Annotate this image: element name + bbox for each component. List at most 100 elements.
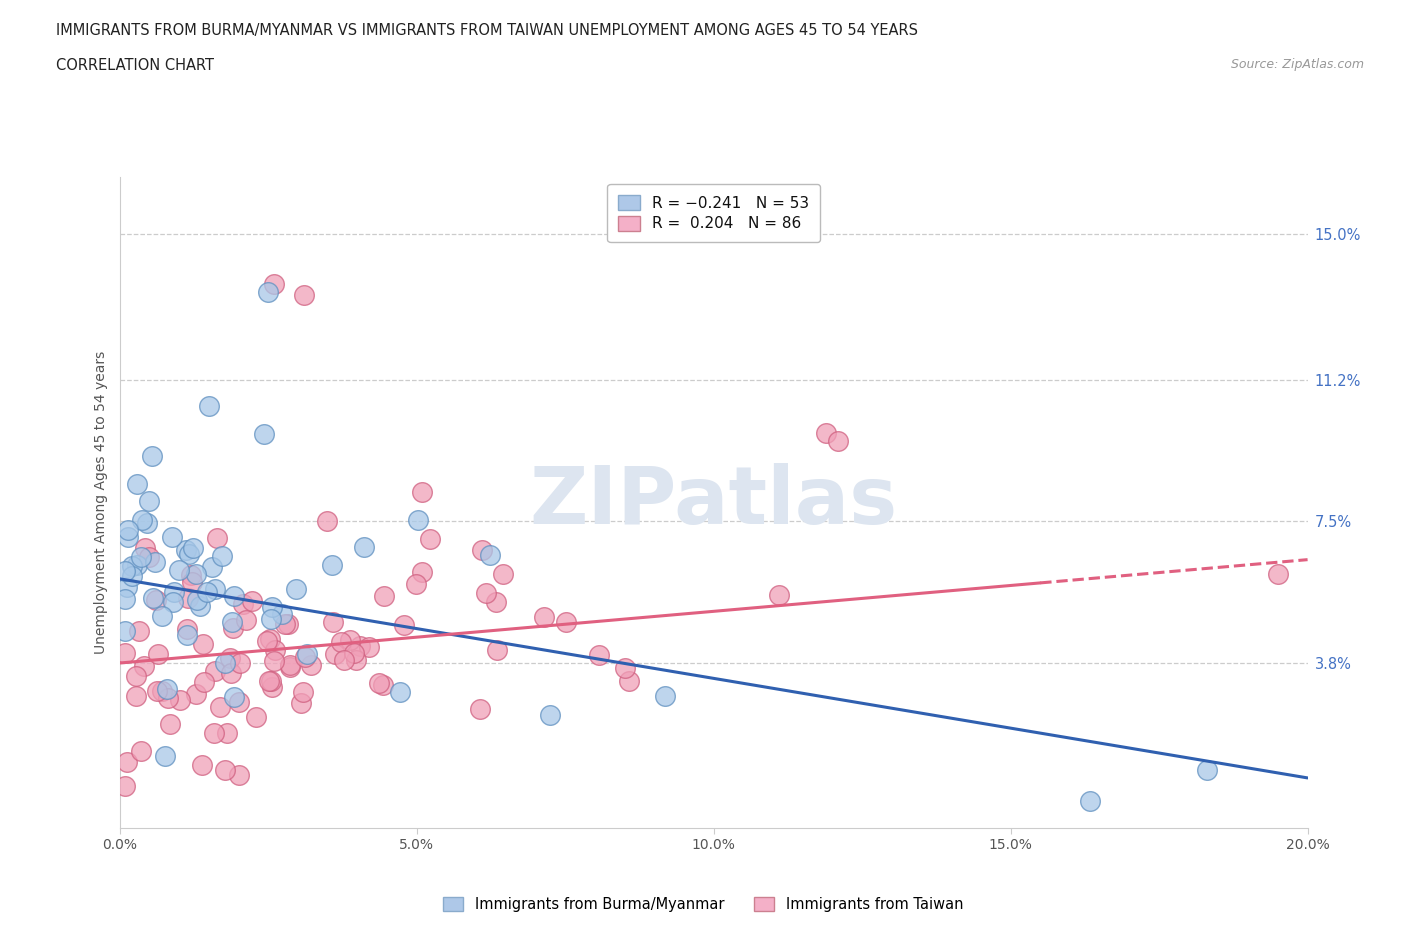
Point: [156, 690, 179, 705]
Point: [159, 717, 181, 732]
Point: [115, 580, 138, 595]
Point: [117, 523, 139, 538]
Point: [1078, 793, 1101, 808]
Point: [204, 581, 226, 596]
Point: [470, 701, 492, 716]
Point: [263, 643, 285, 658]
Point: [588, 647, 610, 662]
Point: [162, 529, 184, 544]
Point: [176, 628, 198, 643]
Point: [193, 674, 215, 689]
Point: [321, 557, 343, 572]
Point: [273, 617, 295, 631]
Point: [538, 708, 561, 723]
Point: [367, 676, 389, 691]
Point: [260, 611, 283, 626]
Point: [128, 623, 150, 638]
Point: [115, 754, 138, 769]
Point: [214, 656, 236, 671]
Point: [114, 623, 136, 638]
Point: [215, 725, 238, 740]
Point: [125, 477, 148, 492]
Point: [163, 584, 186, 599]
Point: [245, 710, 267, 724]
Point: [479, 548, 502, 563]
Point: [191, 636, 214, 651]
Point: [533, 609, 555, 624]
Point: [221, 615, 243, 630]
Point: [555, 615, 578, 630]
Point: [228, 768, 250, 783]
Point: [389, 685, 412, 700]
Point: [235, 612, 257, 627]
Point: [343, 645, 366, 660]
Point: [329, 634, 352, 649]
Point: [224, 689, 246, 704]
Point: [114, 645, 136, 660]
Point: [142, 591, 165, 605]
Point: [411, 565, 433, 579]
Point: [291, 684, 314, 699]
Legend: R = −0.241   N = 53, R =  0.204   N = 86: R = −0.241 N = 53, R = 0.204 N = 86: [607, 184, 820, 242]
Point: [201, 559, 224, 574]
Point: [257, 673, 280, 688]
Point: [1195, 763, 1218, 777]
Point: [256, 634, 278, 649]
Point: [815, 426, 838, 441]
Legend: Immigrants from Burma/Myanmar, Immigrants from Taiwan: Immigrants from Burma/Myanmar, Immigrant…: [437, 891, 969, 918]
Point: [190, 599, 212, 614]
Point: [228, 694, 250, 709]
Point: [263, 654, 285, 669]
Point: [208, 699, 231, 714]
Point: [121, 568, 143, 583]
Point: [259, 631, 281, 646]
Point: [349, 638, 371, 653]
Point: [143, 554, 166, 569]
Point: [205, 531, 228, 546]
Point: [419, 532, 441, 547]
Point: [125, 669, 148, 684]
Point: [222, 620, 245, 635]
Point: [353, 539, 375, 554]
Point: [150, 608, 173, 623]
Point: [617, 674, 640, 689]
Point: [150, 684, 173, 698]
Point: [134, 540, 156, 555]
Point: [294, 649, 316, 664]
Point: [162, 594, 184, 609]
Point: [156, 682, 179, 697]
Point: [339, 632, 361, 647]
Point: [153, 749, 176, 764]
Point: [181, 575, 204, 590]
Text: CORRELATION CHART: CORRELATION CHART: [56, 58, 214, 73]
Text: ZIPatlas: ZIPatlas: [530, 463, 897, 541]
Point: [229, 656, 252, 671]
Point: [827, 433, 849, 448]
Point: [1267, 567, 1289, 582]
Point: [262, 600, 284, 615]
Point: [181, 540, 204, 555]
Point: [485, 643, 508, 658]
Point: [127, 557, 149, 572]
Point: [373, 589, 395, 604]
Point: [373, 677, 395, 692]
Point: [129, 743, 152, 758]
Point: [285, 581, 308, 596]
Point: [114, 591, 136, 606]
Point: [406, 512, 429, 527]
Point: [392, 618, 415, 632]
Point: [405, 577, 427, 591]
Text: IMMIGRANTS FROM BURMA/MYANMAR VS IMMIGRANTS FROM TAIWAN UNEMPLOYMENT AMONG AGES : IMMIGRANTS FROM BURMA/MYANMAR VS IMMIGRA…: [56, 23, 918, 38]
Point: [117, 530, 139, 545]
Point: [138, 494, 160, 509]
Point: [146, 647, 169, 662]
Point: [219, 665, 242, 680]
Point: [344, 652, 367, 667]
Point: [316, 514, 339, 529]
Point: [271, 607, 294, 622]
Point: [290, 696, 312, 711]
Point: [177, 591, 200, 605]
Point: [190, 757, 212, 772]
Point: [145, 592, 167, 607]
Point: [297, 647, 319, 662]
